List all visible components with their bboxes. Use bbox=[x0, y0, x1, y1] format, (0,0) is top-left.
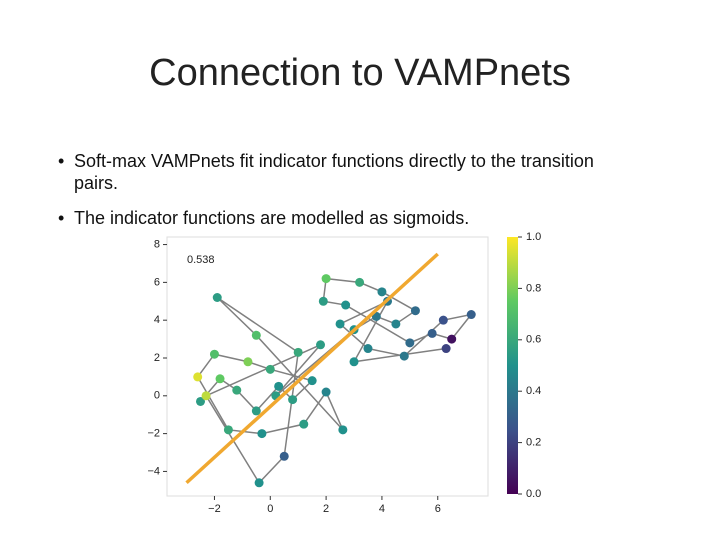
colorbar-tick-label: 0.6 bbox=[526, 334, 541, 346]
fit-line bbox=[185, 252, 439, 485]
point bbox=[341, 300, 351, 310]
point bbox=[441, 344, 451, 354]
point bbox=[201, 391, 211, 401]
y-tick-label: 6 bbox=[154, 276, 160, 288]
point bbox=[307, 376, 317, 386]
colorbar-tick-label: 0.4 bbox=[526, 385, 541, 397]
y-tick-label: −2 bbox=[147, 428, 160, 440]
point bbox=[338, 425, 348, 435]
x-tick-label: 4 bbox=[379, 503, 385, 515]
plot-frame bbox=[166, 236, 489, 497]
point bbox=[193, 372, 203, 382]
point bbox=[279, 451, 289, 461]
annotation: 0.538 bbox=[187, 254, 215, 266]
point bbox=[466, 310, 476, 320]
point bbox=[318, 296, 328, 306]
point bbox=[321, 387, 331, 397]
point bbox=[355, 277, 365, 287]
bullet: Soft-max VAMPnets fit indicator function… bbox=[58, 150, 619, 194]
point bbox=[274, 381, 284, 391]
point bbox=[215, 374, 225, 384]
colorbar-tick-label: 0.2 bbox=[526, 437, 541, 449]
point bbox=[212, 292, 222, 302]
point bbox=[321, 274, 331, 284]
colorbar bbox=[507, 237, 518, 494]
colorbar-tick-label: 0.0 bbox=[526, 488, 541, 500]
point bbox=[299, 419, 309, 429]
point bbox=[335, 319, 345, 329]
point bbox=[427, 328, 437, 338]
point bbox=[195, 396, 205, 406]
point bbox=[293, 347, 303, 357]
point bbox=[257, 429, 267, 439]
point bbox=[405, 338, 415, 348]
point bbox=[410, 306, 420, 316]
point bbox=[399, 351, 409, 361]
bullet: The indicator functions are modelled as … bbox=[58, 207, 619, 229]
point bbox=[438, 315, 448, 325]
point bbox=[254, 478, 264, 488]
trajectory bbox=[196, 277, 474, 484]
y-tick-label: 8 bbox=[154, 238, 160, 250]
point bbox=[363, 344, 373, 354]
point bbox=[251, 330, 261, 340]
point bbox=[243, 357, 253, 367]
slide-title: Connection to VAMPnets bbox=[149, 52, 571, 94]
y-tick-label: 0 bbox=[154, 390, 160, 402]
x-tick-label: 0 bbox=[267, 503, 273, 515]
x-tick-label: 6 bbox=[435, 503, 441, 515]
point bbox=[232, 385, 242, 395]
point bbox=[316, 340, 326, 350]
point bbox=[391, 319, 401, 329]
point bbox=[223, 425, 233, 435]
point bbox=[209, 349, 219, 359]
y-tick-label: −4 bbox=[147, 465, 160, 477]
point bbox=[251, 406, 261, 416]
y-tick-label: 2 bbox=[154, 352, 160, 364]
x-tick-label: −2 bbox=[208, 503, 221, 515]
point bbox=[265, 364, 275, 374]
y-tick-label: 4 bbox=[154, 314, 160, 326]
point bbox=[377, 287, 387, 297]
point bbox=[349, 357, 359, 367]
point bbox=[288, 395, 298, 405]
point bbox=[447, 334, 457, 344]
colorbar-tick-label: 0.8 bbox=[526, 282, 541, 294]
x-tick-label: 2 bbox=[323, 503, 329, 515]
colorbar-tick-label: 1.0 bbox=[526, 231, 541, 243]
